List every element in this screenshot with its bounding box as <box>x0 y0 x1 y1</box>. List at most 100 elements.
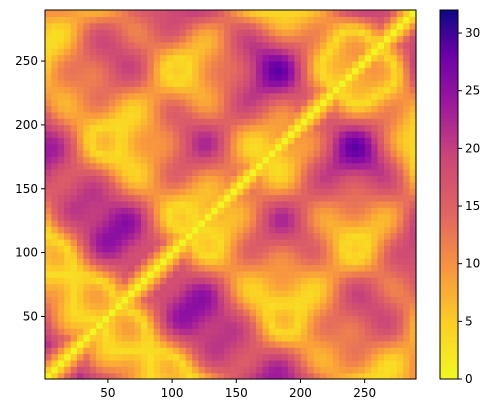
heatmap-cell <box>64 188 72 196</box>
heatmap-cell <box>371 169 379 177</box>
heatmap-cell <box>160 99 168 107</box>
heatmap-cell <box>134 200 142 208</box>
heatmap-cell <box>70 296 78 304</box>
heatmap-cell <box>166 353 174 361</box>
heatmap-cell <box>45 92 52 100</box>
heatmap-cell <box>320 353 328 361</box>
heatmap-cell <box>204 359 212 367</box>
heatmap-cell <box>320 302 328 310</box>
heatmap-cell <box>172 289 180 297</box>
heatmap-cell <box>307 340 315 348</box>
heatmap-cell <box>332 169 340 177</box>
heatmap-cell <box>89 162 97 170</box>
heatmap-cell <box>249 111 257 119</box>
heatmap-cell <box>224 92 232 100</box>
heatmap-cell <box>294 359 302 367</box>
heatmap-cell <box>185 118 193 126</box>
heatmap-cell <box>307 372 315 380</box>
heatmap-cell <box>147 270 155 278</box>
heatmap-cell <box>288 353 296 361</box>
heatmap-cell <box>403 130 411 138</box>
heatmap-cell <box>256 277 264 285</box>
heatmap-cell <box>172 226 180 234</box>
heatmap-cell <box>339 270 347 278</box>
heatmap-cell <box>45 359 52 367</box>
heatmap-cell <box>204 111 212 119</box>
heatmap-cell <box>307 111 315 119</box>
heatmap-cell <box>83 188 91 196</box>
heatmap-cell <box>147 264 155 272</box>
heatmap-cell <box>70 245 78 253</box>
heatmap-cell <box>307 22 315 30</box>
heatmap-cell <box>172 309 180 316</box>
heatmap-cell <box>403 156 411 164</box>
heatmap-cell <box>224 181 232 189</box>
heatmap-cell <box>160 207 168 215</box>
heatmap-cell <box>45 67 52 75</box>
heatmap-cell <box>390 137 398 145</box>
heatmap-cell <box>89 54 97 62</box>
heatmap-cell <box>198 118 206 126</box>
heatmap-cell <box>83 181 91 189</box>
heatmap-cell <box>134 309 142 316</box>
heatmap-cell <box>352 156 360 164</box>
heatmap-cell <box>281 200 289 208</box>
heatmap-cell <box>198 54 206 62</box>
heatmap-cell <box>45 41 52 49</box>
heatmap-cell <box>147 200 155 208</box>
heatmap-cell <box>300 99 308 107</box>
heatmap-cell <box>192 226 200 234</box>
heatmap-cell <box>102 245 110 253</box>
heatmap-cell <box>204 296 212 304</box>
heatmap-cell <box>89 315 97 323</box>
heatmap-cell <box>76 162 84 170</box>
heatmap-cell <box>345 258 353 266</box>
heatmap-cell <box>64 264 72 272</box>
heatmap-cell <box>396 124 404 132</box>
heatmap-cell <box>243 207 251 215</box>
heatmap-cell <box>294 105 302 113</box>
heatmap-cell <box>326 99 334 107</box>
heatmap-cell <box>70 207 78 215</box>
heatmap-cell <box>121 283 129 291</box>
heatmap-cell <box>326 289 334 297</box>
heatmap-cell <box>371 48 379 56</box>
heatmap-cell <box>390 309 398 316</box>
heatmap-cell <box>153 289 161 297</box>
heatmap-cell <box>339 264 347 272</box>
heatmap-cell <box>390 219 398 227</box>
heatmap-cell <box>236 181 244 189</box>
heatmap-cell <box>172 353 180 361</box>
heatmap-cell <box>313 130 321 138</box>
heatmap-cell <box>76 124 84 132</box>
heatmap-cell <box>294 188 302 196</box>
heatmap-cell <box>300 353 308 361</box>
heatmap-cell <box>307 366 315 374</box>
heatmap-cell <box>307 162 315 170</box>
heatmap-cell <box>358 207 366 215</box>
heatmap-cell <box>166 309 174 316</box>
heatmap-cell <box>288 79 296 87</box>
heatmap-cell <box>236 315 244 323</box>
heatmap-cell <box>45 143 52 151</box>
heatmap-cell <box>249 35 257 43</box>
heatmap-cell <box>166 124 174 132</box>
heatmap-cell <box>217 334 225 342</box>
heatmap-cell <box>96 79 104 87</box>
heatmap-cell <box>153 207 161 215</box>
heatmap-cell <box>403 86 411 94</box>
heatmap-cell <box>83 366 91 374</box>
heatmap-cell <box>57 137 65 145</box>
heatmap-cell <box>249 79 257 87</box>
heatmap-cell <box>358 73 366 81</box>
heatmap-cell <box>256 29 264 37</box>
heatmap-cell <box>172 270 180 278</box>
heatmap-cell <box>89 10 97 17</box>
heatmap-cell <box>345 359 353 367</box>
heatmap-cell <box>294 92 302 100</box>
heatmap-cell <box>179 289 187 297</box>
heatmap-cell <box>102 22 110 30</box>
heatmap-cell <box>371 79 379 87</box>
heatmap-cell <box>64 359 72 367</box>
heatmap-cell <box>275 175 283 183</box>
